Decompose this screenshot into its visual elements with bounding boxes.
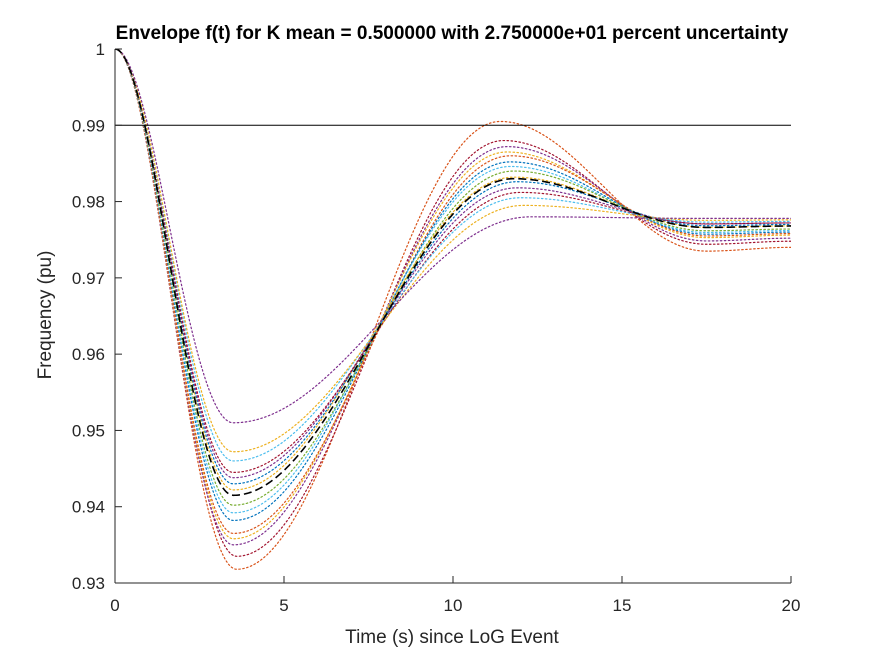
y-axis-label: Frequency (pu) (35, 251, 56, 380)
y-axis: 0.93 0.94 0.95 0.96 0.97 0.98 0.99 1 (72, 40, 122, 593)
y-tick-label: 0.94 (72, 498, 105, 517)
envelope-curve-15 (115, 49, 791, 424)
envelope-curve-11 (115, 49, 791, 479)
series-group (115, 49, 791, 570)
envelope-curve-6 (115, 49, 791, 522)
envelope-curve-9 (115, 49, 791, 491)
chart-title: Envelope f(t) for K mean = 0.500000 with… (116, 23, 789, 44)
envelope-curve-8 (115, 49, 791, 506)
envelope-curve-10 (115, 49, 791, 485)
mean-curve (115, 49, 791, 497)
envelope-curve-13 (115, 49, 791, 462)
x-tick-label: 5 (279, 596, 288, 615)
y-tick-label: 0.95 (72, 421, 105, 440)
y-tick-label: 0.93 (72, 574, 105, 593)
x-axis: 0 5 10 15 20 (110, 576, 800, 615)
y-tick-label: 0.98 (72, 193, 105, 212)
x-tick-label: 15 (613, 596, 632, 615)
envelope-curve-1 (115, 49, 791, 570)
x-tick-label: 0 (110, 596, 119, 615)
envelope-curve-12 (115, 49, 791, 473)
envelope-curve-14 (115, 49, 791, 453)
envelope-curve-5 (115, 49, 791, 535)
y-tick-label: 0.97 (72, 269, 105, 288)
x-tick-label: 20 (782, 596, 801, 615)
x-axis-label: Time (s) since LoG Event (345, 627, 559, 648)
x-tick-label: 10 (444, 596, 463, 615)
envelope-curve-7 (115, 49, 791, 514)
envelope-curve-2 (115, 49, 791, 557)
envelope-curve-3 (115, 49, 791, 546)
y-tick-label: 0.96 (72, 345, 105, 364)
envelope-curve-4 (115, 49, 791, 540)
y-tick-label: 0.99 (72, 116, 105, 135)
y-tick-label: 1 (96, 40, 105, 59)
